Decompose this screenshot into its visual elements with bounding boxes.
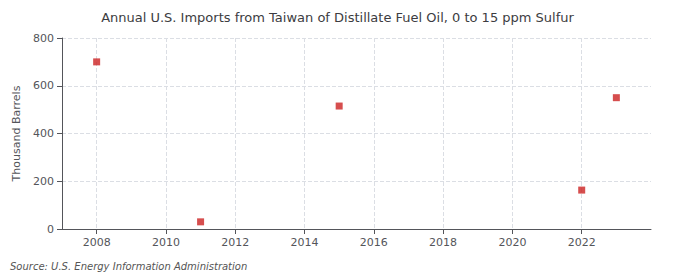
svg-text:2008: 2008 (83, 236, 111, 249)
svg-text:2020: 2020 (498, 236, 526, 249)
svg-text:2018: 2018 (429, 236, 457, 249)
svg-text:Thousand Barrels: Thousand Barrels (10, 85, 23, 182)
svg-text:2010: 2010 (152, 236, 180, 249)
svg-text:600: 600 (33, 79, 54, 92)
svg-text:2016: 2016 (360, 236, 388, 249)
svg-text:2022: 2022 (568, 236, 596, 249)
svg-text:0: 0 (47, 223, 54, 236)
svg-text:Source: U.S. Energy Informatio: Source: U.S. Energy Information Administ… (10, 261, 247, 272)
svg-text:200: 200 (33, 175, 54, 188)
svg-text:Annual U.S. Imports from Taiwa: Annual U.S. Imports from Taiwan of Disti… (101, 10, 574, 25)
svg-text:800: 800 (33, 32, 54, 45)
svg-text:2014: 2014 (291, 236, 319, 249)
svg-text:400: 400 (33, 127, 54, 140)
svg-text:2012: 2012 (221, 236, 249, 249)
